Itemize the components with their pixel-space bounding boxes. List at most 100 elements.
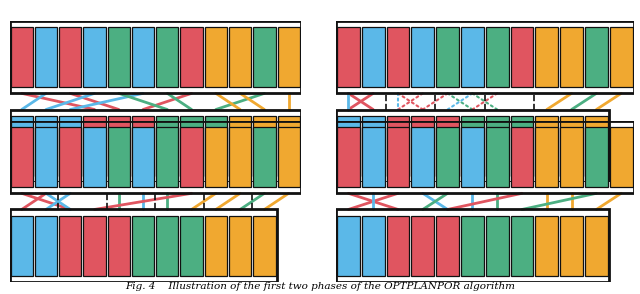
Bar (337, 116, 360, 176)
Bar (11, 216, 33, 276)
Bar (180, 216, 203, 276)
Bar (229, 216, 252, 276)
Bar (132, 216, 154, 276)
Bar (511, 216, 533, 276)
Bar (229, 116, 252, 176)
Bar (610, 127, 632, 187)
Bar (156, 216, 179, 276)
Bar (461, 116, 484, 176)
Bar (253, 216, 276, 276)
Bar (336, 121, 634, 193)
Bar (83, 127, 106, 187)
Bar (35, 216, 57, 276)
Bar (10, 121, 301, 193)
Bar (336, 209, 609, 282)
Bar (253, 127, 276, 187)
Bar (205, 216, 227, 276)
Bar (536, 127, 558, 187)
Bar (560, 27, 583, 87)
Bar (337, 127, 360, 187)
Bar (585, 27, 608, 87)
Bar (486, 27, 509, 87)
Text: Fig. 4    Illustration of the first two phases of the OPTPLANPOR algorithm: Fig. 4 Illustration of the first two pha… (125, 282, 515, 291)
Bar (560, 116, 583, 176)
Bar (436, 127, 459, 187)
Bar (108, 27, 130, 87)
Bar (412, 127, 434, 187)
Bar (387, 216, 410, 276)
Bar (180, 127, 203, 187)
Bar (35, 127, 57, 187)
Bar (536, 116, 558, 176)
Bar (108, 116, 130, 176)
Bar (585, 116, 608, 176)
Bar (10, 109, 301, 182)
Bar (229, 27, 252, 87)
Bar (205, 116, 227, 176)
Bar (387, 127, 410, 187)
Bar (35, 27, 57, 87)
Bar (205, 127, 227, 187)
Bar (59, 27, 81, 87)
Bar (278, 116, 300, 176)
Bar (362, 27, 385, 87)
Bar (108, 216, 130, 276)
Bar (278, 27, 300, 87)
Bar (253, 27, 276, 87)
Bar (536, 216, 558, 276)
Bar (486, 127, 509, 187)
Bar (336, 109, 609, 182)
Bar (11, 116, 33, 176)
Bar (83, 216, 106, 276)
Bar (278, 127, 300, 187)
Bar (362, 216, 385, 276)
Bar (59, 116, 81, 176)
Bar (156, 127, 179, 187)
Bar (337, 216, 360, 276)
Bar (337, 27, 360, 87)
Bar (362, 127, 385, 187)
Bar (156, 27, 179, 87)
Bar (412, 216, 434, 276)
Bar (511, 27, 533, 87)
Bar (10, 209, 276, 282)
Bar (560, 127, 583, 187)
Bar (336, 21, 634, 93)
Bar (205, 27, 227, 87)
Bar (585, 127, 608, 187)
Bar (461, 127, 484, 187)
Bar (436, 27, 459, 87)
Bar (83, 116, 106, 176)
Bar (35, 116, 57, 176)
Bar (461, 27, 484, 87)
Bar (156, 116, 179, 176)
Bar (585, 216, 608, 276)
Bar (461, 216, 484, 276)
Bar (412, 116, 434, 176)
Bar (180, 116, 203, 176)
Bar (59, 216, 81, 276)
Bar (11, 127, 33, 187)
Bar (436, 216, 459, 276)
Bar (560, 216, 583, 276)
Bar (132, 116, 154, 176)
Bar (11, 27, 33, 87)
Bar (132, 27, 154, 87)
Bar (486, 116, 509, 176)
Bar (180, 27, 203, 87)
Bar (536, 27, 558, 87)
Bar (436, 116, 459, 176)
Bar (253, 116, 276, 176)
Bar (610, 27, 632, 87)
Bar (362, 116, 385, 176)
Bar (486, 216, 509, 276)
Bar (229, 127, 252, 187)
Bar (511, 116, 533, 176)
Bar (108, 127, 130, 187)
Bar (83, 27, 106, 87)
Bar (412, 27, 434, 87)
Bar (59, 127, 81, 187)
Bar (132, 127, 154, 187)
Bar (511, 127, 533, 187)
Bar (10, 21, 301, 93)
